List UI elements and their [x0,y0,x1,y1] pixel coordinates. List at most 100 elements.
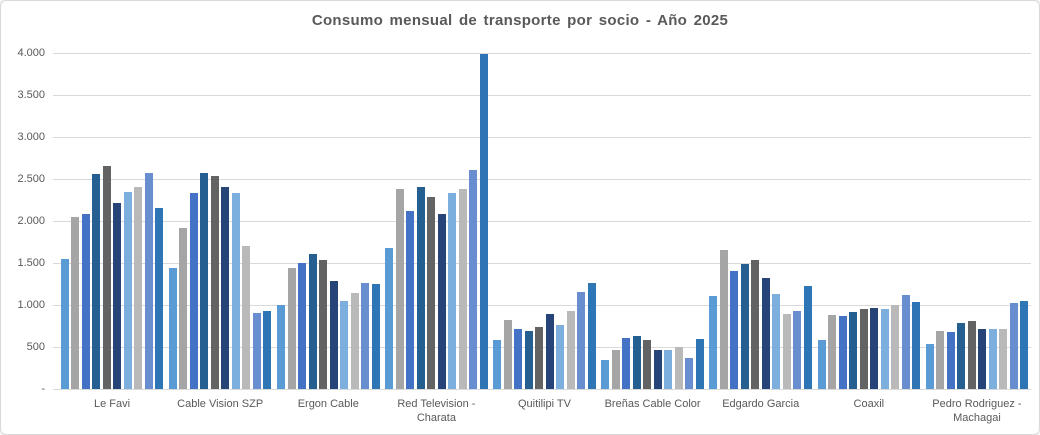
bar-series-1 [493,340,502,389]
bar-series-3 [622,337,631,389]
bar-series-10 [912,301,921,389]
bar-series-6 [329,281,338,389]
bar-series-8 [674,347,683,389]
bar-group [815,53,923,389]
x-tick-label: Cable Vision SZP [177,398,264,410]
bar-series-5 [751,260,760,389]
bar-series-3 [406,210,415,389]
bar-group [923,53,1031,389]
bar-series-1 [60,258,69,389]
x-tick-label: Pedro Rodriguez - Machagai [932,398,1022,424]
bar-series-6 [870,308,879,389]
x-tick-label: Le Favi [94,398,131,410]
gridline [53,95,1031,96]
bar-series-7 [772,294,781,389]
y-tick-label: 4.000 [17,46,45,59]
y-tick-label: 2.500 [17,172,45,185]
bar-series-9 [252,312,261,389]
bar-series-4 [957,323,966,389]
bar-series-6 [437,214,446,389]
y-tick-label: 2.000 [17,214,45,227]
x-tick-label: Coaxil [853,398,885,410]
bar-series-4 [92,173,101,389]
bar-series-10 [587,283,596,389]
bar-series-5 [535,326,544,389]
bar-series-1 [168,268,177,389]
gridline [53,263,1031,264]
bar-series-3 [514,328,523,389]
bar-series-7 [123,191,132,389]
x-tick-label: Quitilipi TV [518,398,571,410]
bar-series-6 [221,187,230,389]
y-tick-label: 3.000 [17,130,45,143]
bar-series-9 [577,292,586,389]
y-tick-label: 500 [26,340,45,353]
bar-series-9 [1009,303,1018,389]
bar-series-7 [231,193,240,389]
bar-series-5 [643,340,652,389]
bar-series-9 [793,310,802,389]
bar-series-5 [102,165,111,389]
bar-series-4 [524,331,533,389]
bar-series-7 [880,309,889,389]
gridline [53,53,1031,54]
bar-series-10 [803,285,812,389]
bar-series-9 [469,169,478,389]
chart-title: Consumo mensual de transporte por socio … [311,12,729,29]
bar-series-3 [838,315,847,389]
bar-series-7 [664,349,673,389]
y-tick-label: 3.500 [17,88,45,101]
bar-series-4 [740,263,749,389]
bar-series-3 [946,331,955,389]
gridline [53,305,1031,306]
bar-series-4 [200,173,209,389]
bar-series-7 [448,193,457,389]
bar-series-4 [849,311,858,389]
bar-series-10 [695,338,704,389]
bar-series-6 [545,314,554,389]
bar-series-8 [134,186,143,389]
bar-series-7 [340,300,349,389]
bar-series-3 [298,263,307,389]
bar-group [382,53,490,389]
bar-series-6 [978,328,987,389]
bar-series-2 [179,227,188,389]
bar-series-2 [828,315,837,389]
bar-group [490,53,598,389]
x-tick-label: Breñas Cable Color [604,398,701,410]
bar-series-1 [385,247,394,389]
bar-series-4 [416,187,425,389]
gridline [53,137,1031,138]
y-tick-label: 1.000 [17,298,45,311]
bar-series-9 [685,357,694,389]
bar-series-2 [395,189,404,389]
bar-series-8 [458,189,467,389]
bar-series-1 [709,295,718,389]
bar-series-8 [566,310,575,389]
bar-series-3 [189,193,198,389]
bar-group [707,53,815,389]
bar-series-1 [817,340,826,389]
x-tick-label: Red Television - Charata [397,398,476,424]
bar-series-8 [242,246,251,389]
bar-series-4 [308,253,317,389]
bar-series-9 [901,294,910,389]
bar-series-6 [653,349,662,389]
bar-series-10 [155,208,164,389]
bar-series-8 [999,328,1008,389]
x-tick-label: Edgardo Garcia [722,398,800,410]
bar-series-4 [632,336,641,389]
bar-series-5 [210,176,219,389]
gridline [53,221,1031,222]
bar-series-6 [113,203,122,389]
x-tick-label: Ergon Cable [297,398,359,410]
bar-series-2 [611,350,620,389]
bar-series-10 [1020,300,1029,389]
bar-series-9 [144,173,153,389]
bar-series-2 [503,320,512,389]
bar-series-2 [71,216,80,389]
x-axis-line [53,389,1031,390]
bar-group [274,53,382,389]
bar-group [58,53,166,389]
